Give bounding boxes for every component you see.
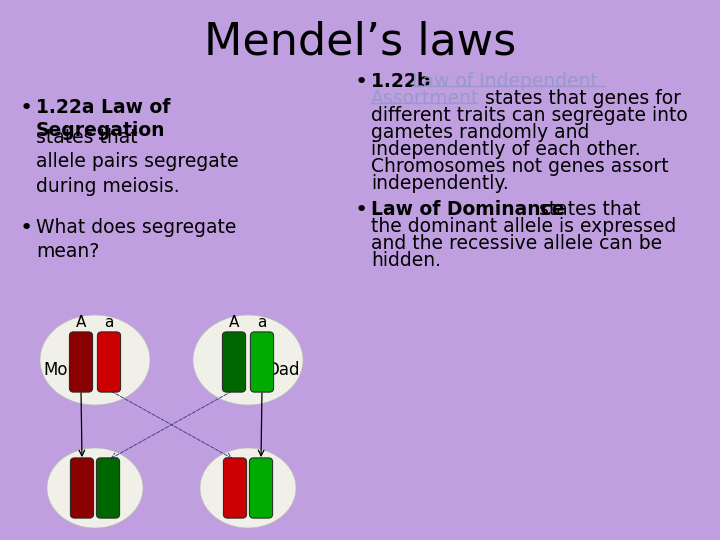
Text: Chromosomes not genes assort: Chromosomes not genes assort: [371, 157, 669, 176]
Text: states that: states that: [533, 200, 641, 219]
Text: gametes randomly and: gametes randomly and: [371, 123, 590, 142]
Text: states that
allele pairs segregate
during meiosis.: states that allele pairs segregate durin…: [36, 128, 238, 195]
FancyBboxPatch shape: [222, 332, 246, 392]
Text: •: •: [355, 200, 368, 220]
Text: Dad: Dad: [266, 361, 300, 379]
Text: Mom: Mom: [43, 361, 84, 379]
Text: a: a: [104, 315, 114, 330]
Text: independently of each other.: independently of each other.: [371, 140, 641, 159]
FancyBboxPatch shape: [97, 332, 121, 392]
Text: different traits can segregate into: different traits can segregate into: [371, 106, 688, 125]
Ellipse shape: [40, 315, 150, 405]
FancyBboxPatch shape: [251, 332, 274, 392]
FancyBboxPatch shape: [249, 458, 273, 518]
Text: •: •: [20, 98, 33, 118]
Text: Assortment: Assortment: [371, 89, 480, 108]
Text: A: A: [76, 315, 86, 330]
Text: Mendel’s laws: Mendel’s laws: [204, 21, 516, 64]
FancyBboxPatch shape: [71, 458, 94, 518]
Ellipse shape: [200, 448, 296, 528]
Text: 1.22a Law of
Segregation: 1.22a Law of Segregation: [36, 98, 171, 140]
Text: Law of Dominance: Law of Dominance: [371, 200, 564, 219]
Text: independently.: independently.: [371, 174, 509, 193]
Text: Law of Independent: Law of Independent: [412, 72, 598, 91]
Text: What does segregate
mean?: What does segregate mean?: [36, 218, 236, 261]
FancyBboxPatch shape: [96, 458, 120, 518]
Text: A: A: [229, 315, 239, 330]
Ellipse shape: [193, 315, 303, 405]
Text: •: •: [355, 72, 368, 92]
Text: a: a: [257, 315, 266, 330]
Text: the dominant allele is expressed: the dominant allele is expressed: [371, 217, 676, 236]
FancyBboxPatch shape: [69, 332, 93, 392]
FancyBboxPatch shape: [223, 458, 247, 518]
Ellipse shape: [47, 448, 143, 528]
Text: hidden.: hidden.: [371, 251, 441, 270]
Text: •: •: [20, 218, 33, 238]
Text: and the recessive allele can be: and the recessive allele can be: [371, 234, 662, 253]
Text: states that genes for: states that genes for: [479, 89, 681, 108]
Text: 1.22b: 1.22b: [371, 72, 437, 91]
